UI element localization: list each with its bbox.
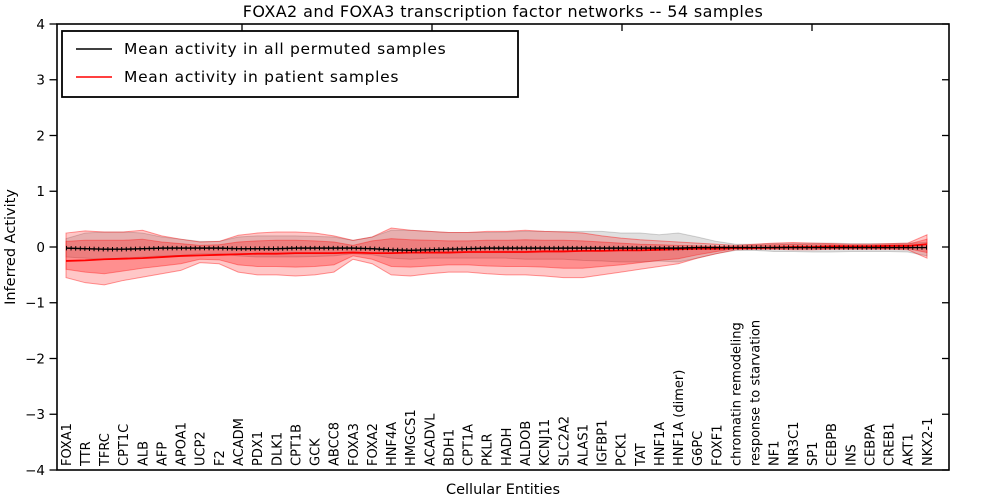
x-tick-label: GCK (309, 438, 324, 466)
x-tick-label: NKX2-1 (921, 418, 936, 466)
y-tick-label: 1 (36, 184, 45, 200)
x-tick-label: HADH (500, 428, 515, 466)
x-tick-label: BDH1 (442, 429, 457, 466)
x-axis-tick-labels: FOXA1 TTR TFRC CPT1C ALB AFP APOA1 UCP2 F2 ACADM P… (60, 320, 936, 467)
x-tick-label: HMGCS1 (404, 409, 419, 466)
x-tick-label: APOA1 (175, 422, 190, 466)
x-tick-label: CREB1 (883, 422, 898, 466)
y-tick-label: −3 (25, 407, 45, 423)
x-tick-label: PCK1 (615, 432, 630, 466)
x-tick-label: CPT1A (462, 424, 477, 466)
x-tick-label: ALAS1 (576, 424, 591, 466)
x-tick-label: F2 (213, 450, 228, 466)
x-tick-label: FOXA2 (366, 423, 381, 466)
x-tick-label: CEBPA (863, 424, 878, 466)
x-tick-label: ABCC8 (328, 422, 343, 466)
axes-frame (56, 23, 950, 471)
x-tick-label: CPT1B (289, 424, 304, 466)
x-tick-label: FOXF1 (710, 424, 725, 466)
x-tick-label: response to starvation (749, 320, 764, 466)
x-tick-label: IGFBP1 (596, 420, 611, 466)
y-tick-label: 0 (36, 240, 45, 256)
x-tick-label: INS (844, 444, 859, 466)
legend-label-permuted: Mean activity in all permuted samples (124, 40, 446, 58)
x-tick-label: KCNJ11 (538, 419, 553, 466)
x-tick-label: HNF1A (653, 422, 668, 466)
x-tick-label: NR3C1 (787, 422, 802, 466)
x-tick-label: UCP2 (194, 431, 209, 466)
permuted-mean-markers (65, 245, 927, 253)
x-tick-label: AFP (155, 442, 170, 466)
x-tick-label: AKT1 (902, 433, 917, 466)
x-tick-label: HNF1A (dimer) (672, 370, 687, 466)
x-tick-label: PDX1 (251, 431, 266, 466)
x-tick-label: FOXA3 (347, 423, 362, 466)
x-tick-label: FOXA1 (60, 423, 75, 466)
x-tick-label: DLK1 (270, 432, 285, 466)
y-tick-label: −4 (25, 463, 45, 479)
x-tick-label: NF1 (768, 441, 783, 466)
x-tick-label: ALB (136, 441, 151, 466)
x-tick-label: CPT1C (117, 424, 132, 466)
y-tick-label: −2 (25, 351, 45, 367)
x-tick-label: ACADVL (423, 413, 438, 466)
x-tick-label: SP1 (806, 442, 821, 466)
y-axis-label: Inferred Activity (3, 189, 19, 305)
patient-outer-range-band (65, 227, 928, 286)
x-tick-label: ALDOB (519, 421, 534, 466)
x-tick-label: CEBPB (825, 423, 840, 466)
x-tick-label: chromatin remodeling (729, 322, 744, 466)
chart-title: FOXA2 and FOXA3 transcription factor net… (243, 2, 763, 21)
y-tick-label: −1 (25, 296, 45, 312)
x-tick-label: ACADM (232, 418, 247, 466)
x-tick-label: TAT (634, 443, 649, 467)
x-tick-label: TTR (79, 441, 94, 467)
x-axis-label: Cellular Entities (446, 482, 560, 498)
x-tick-label: SLC2A2 (557, 416, 572, 466)
legend-box (61, 30, 519, 98)
x-tick-label: G6PC (691, 431, 706, 466)
x-tick-label: PKLR (481, 433, 496, 466)
legend-label-patient: Mean activity in patient samples (124, 68, 399, 86)
x-tick-label: HNF4A (385, 422, 400, 466)
y-tick-label: 2 (36, 128, 45, 144)
x-tick-label: TFRC (98, 433, 113, 467)
top-axis-ticks (241, 24, 813, 31)
y-tick-label: 3 (36, 73, 45, 89)
y-tick-label: 4 (36, 17, 45, 33)
legend: Mean activity in all permuted samples Me… (61, 30, 519, 98)
